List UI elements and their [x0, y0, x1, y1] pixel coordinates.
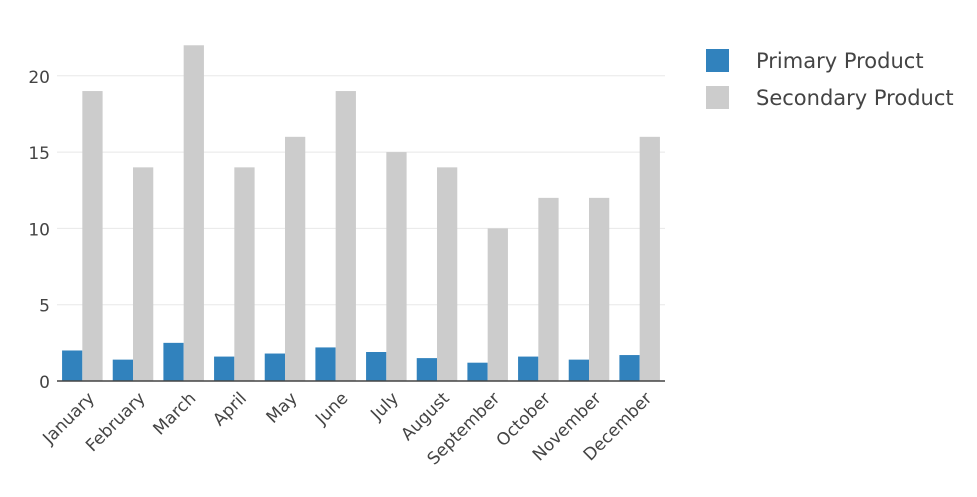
legend-swatch	[706, 86, 729, 109]
bar-secondary-april[interactable]	[234, 167, 255, 381]
bar-secondary-february[interactable]	[133, 167, 154, 381]
bar-primary-february[interactable]	[112, 359, 133, 381]
y-tick-label: 0	[39, 373, 50, 393]
bar-secondary-july[interactable]	[386, 152, 407, 381]
x-tick-label-june: June	[311, 389, 352, 430]
bar-secondary-june[interactable]	[335, 91, 356, 381]
bars	[62, 45, 660, 382]
bar-secondary-august[interactable]	[437, 167, 458, 381]
y-tick-label: 20	[28, 68, 50, 88]
legend-item-primary[interactable]: Primary Product	[706, 49, 924, 73]
bar-primary-may[interactable]	[264, 353, 285, 381]
x-tick-label-april: April	[209, 389, 251, 431]
bar-secondary-december[interactable]	[639, 136, 660, 381]
bar-primary-december[interactable]	[619, 355, 640, 381]
gridlines	[57, 75, 665, 306]
bar-primary-august[interactable]	[416, 358, 437, 381]
bar-secondary-may[interactable]	[285, 136, 306, 381]
bar-primary-april[interactable]	[214, 356, 235, 381]
y-tick-label: 5	[39, 297, 50, 317]
x-tick-label-july: July	[366, 389, 402, 425]
y-tick-label: 10	[28, 220, 50, 240]
bar-primary-october[interactable]	[518, 356, 539, 381]
y-tick-label: 15	[28, 144, 50, 164]
bar-primary-july[interactable]	[366, 352, 387, 381]
bar-secondary-march[interactable]	[183, 45, 204, 382]
bar-primary-march[interactable]	[163, 342, 184, 381]
x-tick-label-may: May	[263, 389, 302, 428]
bar-secondary-october[interactable]	[538, 197, 559, 381]
y-tick-labels: 0 5 10 15 20	[28, 68, 50, 393]
bar-secondary-january[interactable]	[82, 91, 103, 381]
legend-item-secondary[interactable]: Secondary Product	[706, 86, 954, 110]
x-tick-label-march: March	[149, 389, 200, 440]
bar-primary-september[interactable]	[467, 362, 488, 381]
legend[interactable]: Primary Product Secondary Product	[706, 49, 954, 110]
bar-primary-november[interactable]	[568, 359, 589, 381]
bar-secondary-september[interactable]	[487, 228, 508, 381]
bar-primary-january[interactable]	[62, 350, 83, 381]
bar-primary-june[interactable]	[315, 347, 336, 381]
bar-secondary-november[interactable]	[589, 197, 610, 381]
legend-label: Primary Product	[756, 49, 924, 73]
legend-label: Secondary Product	[756, 86, 954, 110]
legend-swatch	[706, 49, 729, 72]
